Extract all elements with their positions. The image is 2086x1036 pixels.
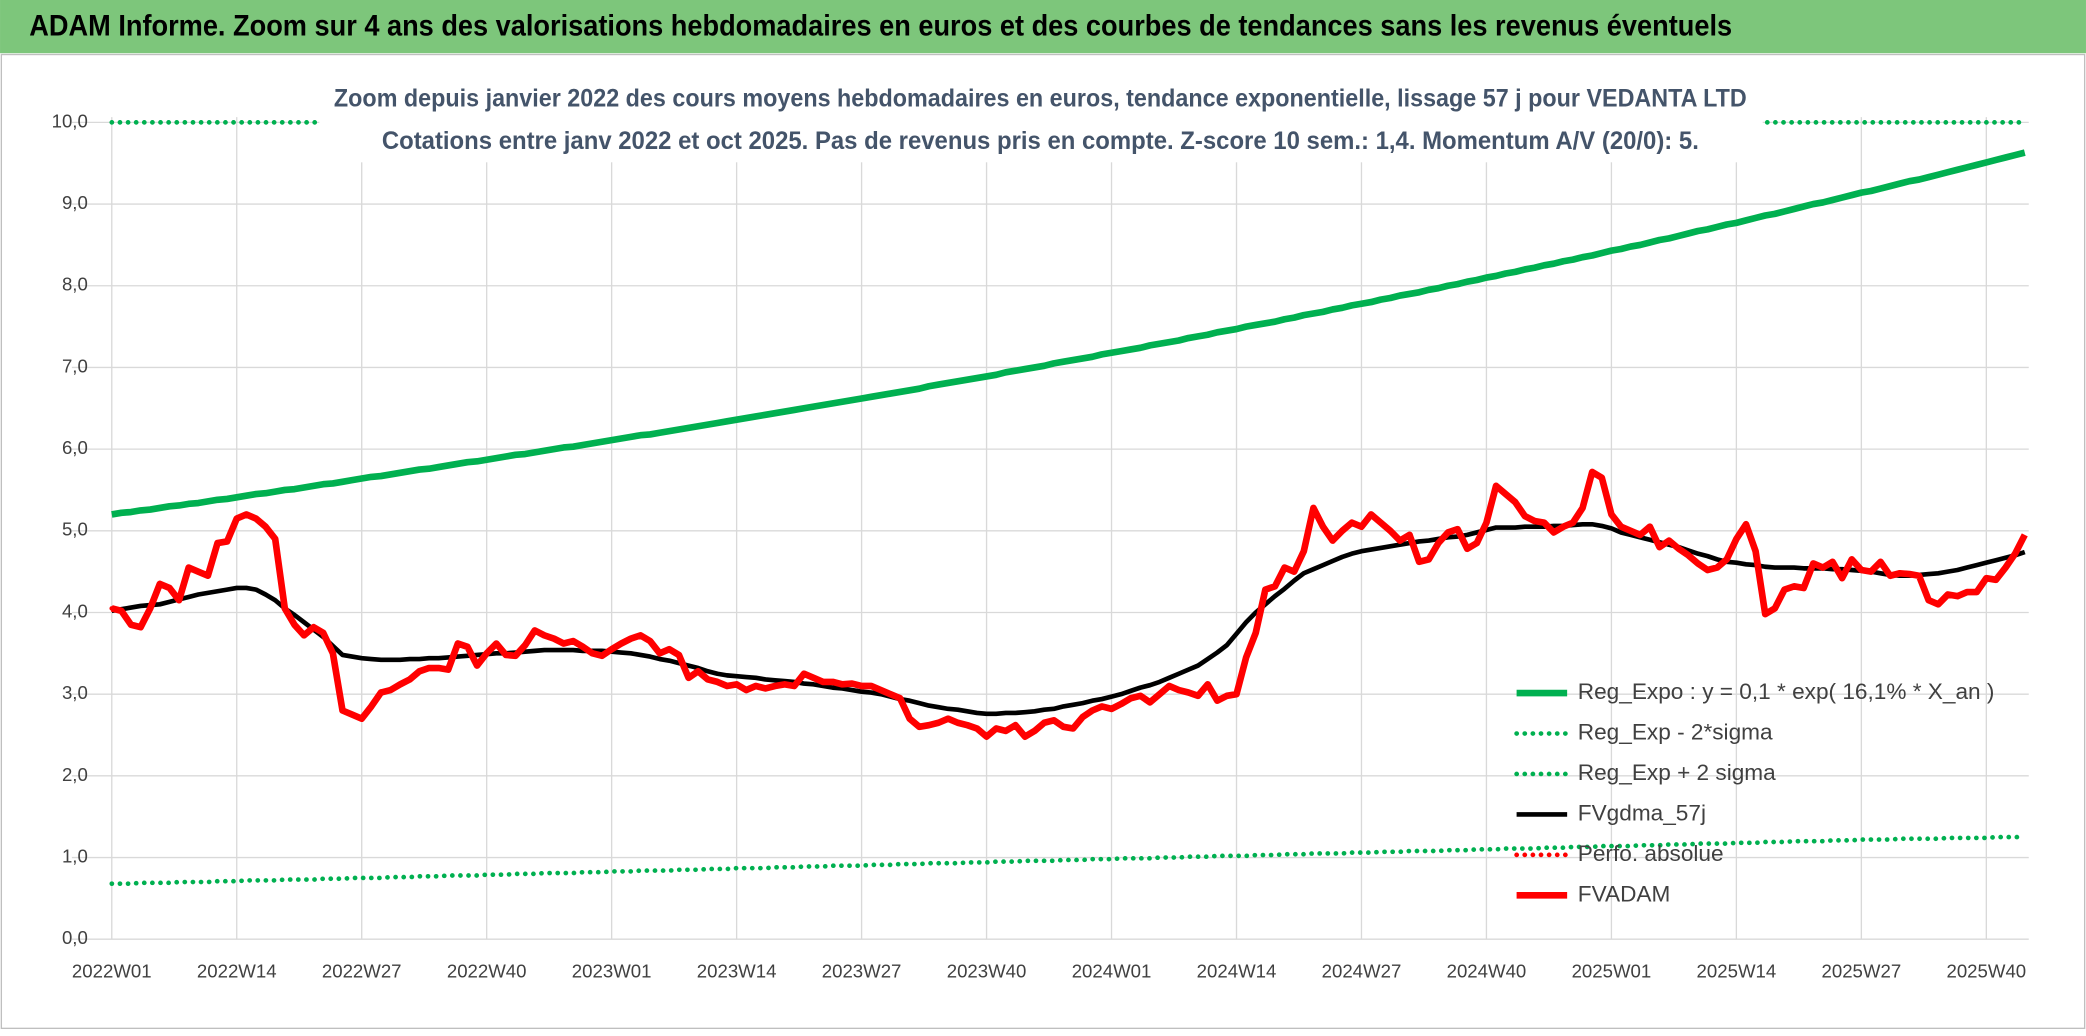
legend-label: Reg_Exp + 2 sigma <box>1578 760 1776 785</box>
chart-title: ADAM Informe. Zoom sur 4 ans des valoris… <box>29 11 1732 43</box>
x-tick-label: 2024W40 <box>1447 960 1527 981</box>
legend-label: FVADAM <box>1578 881 1671 906</box>
y-tick-label: 8,0 <box>62 274 88 295</box>
y-tick-label: 3,0 <box>62 682 88 703</box>
y-tick-label: 4,0 <box>62 600 88 621</box>
x-tick-label: 2025W40 <box>1946 960 2026 981</box>
y-tick-label: 0,0 <box>62 927 88 948</box>
series-line <box>109 834 2028 886</box>
x-tick-label: 2023W01 <box>572 960 652 981</box>
y-tick-label: 1,0 <box>62 845 88 866</box>
series-line <box>110 468 2028 740</box>
x-tick-label: 2023W14 <box>697 960 777 981</box>
x-tick-label: 2024W01 <box>1072 960 1152 981</box>
x-tick-label: 2022W40 <box>447 960 527 981</box>
chart-subtitle: Cotations entre janv 2022 et oct 2025. P… <box>382 127 1699 155</box>
y-tick-label: 9,0 <box>62 192 88 213</box>
y-tick-label: 7,0 <box>62 355 88 376</box>
legend-label: FVgdma_57j <box>1578 800 1706 825</box>
legend-label: Perfo. absolue <box>1578 841 1724 866</box>
chart-subtitle: Zoom depuis janvier 2022 des cours moyen… <box>334 84 1747 112</box>
x-tick-label: 2022W01 <box>72 960 152 981</box>
y-tick-label: 6,0 <box>62 437 88 458</box>
header-bar <box>0 0 2086 54</box>
x-tick-label: 2024W14 <box>1197 960 1277 981</box>
legend-label: Reg_Exp - 2*sigma <box>1578 720 1773 745</box>
x-tick-label: 2023W40 <box>947 960 1027 981</box>
subtitle-box <box>319 77 1763 163</box>
series-line <box>111 149 2026 518</box>
series-line <box>111 521 2026 717</box>
x-tick-label: 2025W14 <box>1697 960 1777 981</box>
x-tick-label: 2024W27 <box>1322 960 1402 981</box>
y-tick-label: 10,0 <box>52 110 88 131</box>
x-tick-label: 2025W01 <box>1572 960 1652 981</box>
chart-frame <box>0 53 2086 1030</box>
y-tick-label: 5,0 <box>62 519 88 540</box>
x-tick-label: 2022W14 <box>197 960 277 981</box>
x-tick-label: 2025W27 <box>1822 960 1902 981</box>
y-tick-label: 2,0 <box>62 764 88 785</box>
x-tick-label: 2022W27 <box>322 960 402 981</box>
legend-label: Reg_Expo : y = 0,1 * exp( 16,1% * X_an ) <box>1578 679 1995 704</box>
x-tick-label: 2023W27 <box>822 960 902 981</box>
